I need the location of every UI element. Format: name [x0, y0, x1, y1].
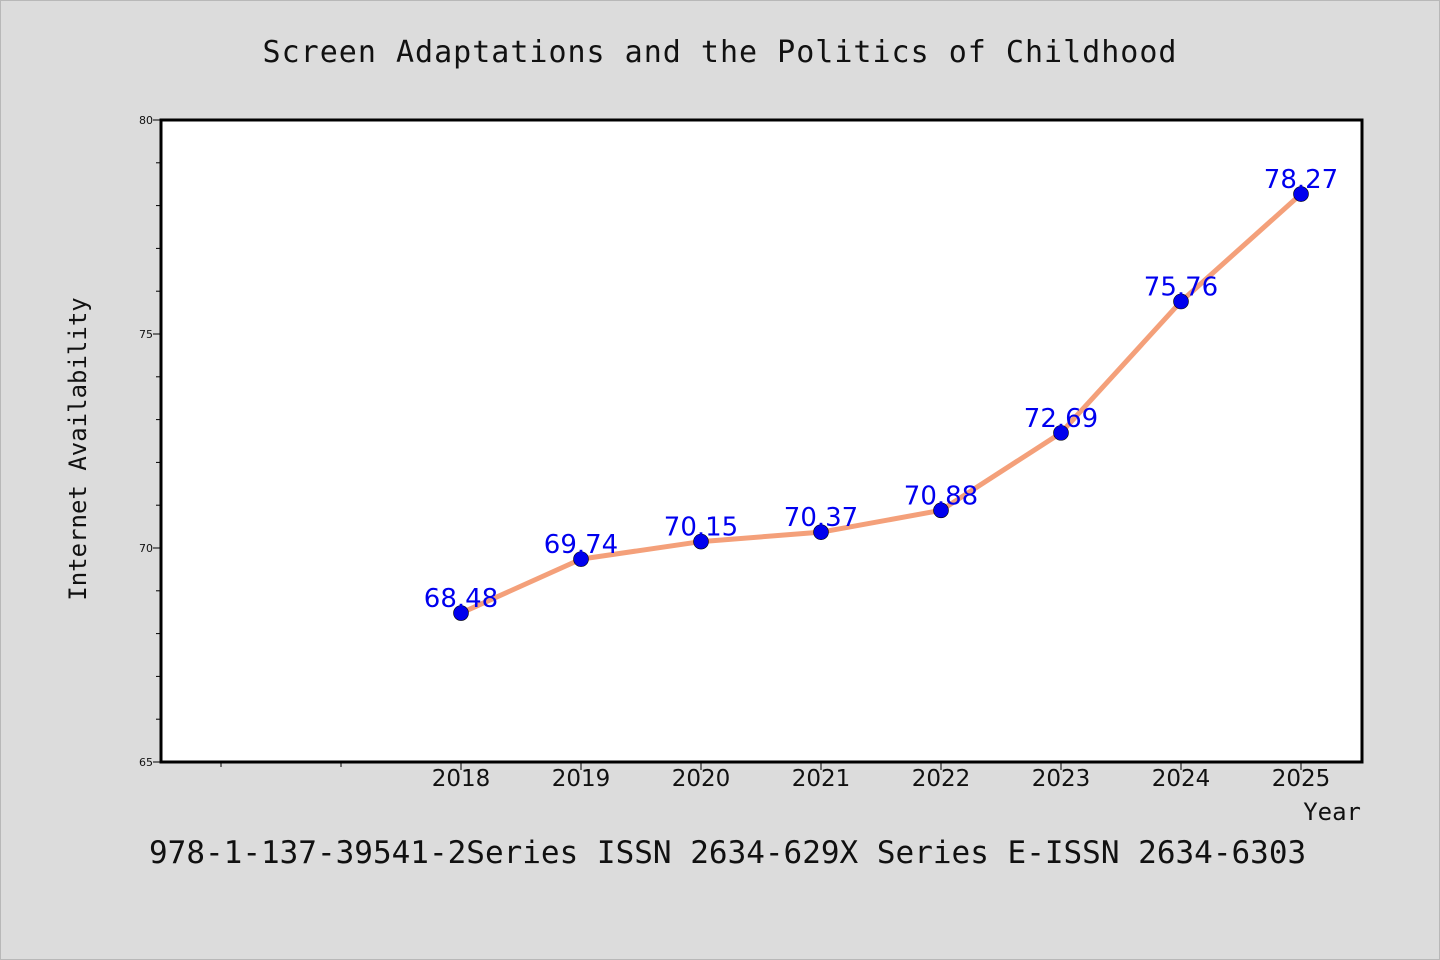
x-tick-label: 2023: [1032, 766, 1091, 792]
data-point: [1293, 186, 1309, 202]
data-label: 69.74: [544, 530, 618, 560]
plot-area: [159, 118, 1364, 764]
data-point: [693, 533, 709, 550]
data-point: [1053, 425, 1069, 441]
data-point: [453, 605, 469, 621]
series-line: [458, 191, 1304, 616]
x-tick-label: 2025: [1272, 766, 1331, 792]
data-label: 70.88: [904, 481, 978, 511]
x-tick-label: 2022: [912, 766, 971, 792]
data-point: [933, 502, 949, 519]
y-axis-label: Internet Availability: [64, 297, 92, 600]
data-label: 78.27: [1264, 165, 1338, 195]
data-point: [813, 524, 829, 540]
axis-ticks: 65 70 75 80 2018 2019 2020 2021 2022 2023 2024 2025: [139, 114, 1330, 792]
x-tick-label: 2024: [1152, 766, 1211, 792]
y-tick-label: 70: [139, 542, 153, 555]
data-label: 72.69: [1024, 404, 1098, 434]
y-tick-label: 65: [139, 756, 153, 769]
data-label: 68.48: [424, 584, 498, 614]
x-tick-label: 2019: [552, 766, 611, 792]
footer-isbn-text: 978-1-137-39541-2Series ISSN 2634-629X S…: [149, 835, 1307, 871]
data-label: 75.76: [1144, 272, 1218, 302]
x-tick-label: 2018: [432, 766, 491, 792]
data-point: [1173, 293, 1189, 310]
x-tick-label: 2021: [792, 766, 851, 792]
x-tick-label: 2020: [672, 766, 731, 792]
data-label: 70.15: [664, 513, 738, 543]
x-axis-label: Year: [1303, 798, 1361, 826]
data-point: [573, 551, 589, 567]
y-tick-label: 75: [139, 328, 153, 341]
data-label: 70.37: [784, 503, 858, 533]
y-tick-label: 80: [139, 114, 153, 127]
chart-title: Screen Adaptations and the Politics of C…: [262, 35, 1178, 70]
data-series: 68.48 69.74 70.15 70.37 70.88 72.69 75.76 78.27: [424, 165, 1338, 621]
